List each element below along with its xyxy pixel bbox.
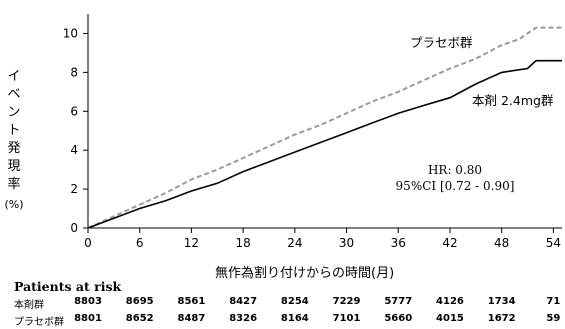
risk-row-label: 本剤群 <box>14 300 44 311</box>
y-axis-label-char: ベ <box>7 87 21 102</box>
risk-row-treatment: 本剤群 8803 8695 8561 8427 8254 7229 5777 4126 1734… <box>0 296 565 312</box>
x-tick-label: 54 <box>546 236 561 250</box>
series-layer <box>87 26 562 229</box>
risk-count: 7101 <box>332 313 361 324</box>
y-axis-label-char: ン <box>7 105 21 120</box>
treatment-line <box>87 59 562 229</box>
y-axis-unit: (%) <box>4 198 24 211</box>
risk-count: 71 <box>546 296 561 307</box>
confidence-interval-label: 95%CI [0.72 - 0.90] <box>396 179 515 193</box>
risk-row-label: プラセボ群 <box>14 317 64 328</box>
risk-count: 8695 <box>125 296 154 307</box>
risk-count: 8254 <box>280 296 309 307</box>
x-axis-label: 無作為割り付けからの時間(月) <box>215 266 395 281</box>
y-axis-label: イベント発現率 (%) <box>3 68 25 214</box>
y-axis-label-char: ト <box>7 123 21 138</box>
y-axis-label-char: イ <box>7 69 21 84</box>
risk-count: 1672 <box>487 313 516 324</box>
risk-count: 1734 <box>487 296 516 307</box>
risk-count: 8803 <box>74 296 102 307</box>
y-tick-label: 0 <box>70 221 78 235</box>
y-tick-label: 4 <box>70 143 78 157</box>
risk-count: 8801 <box>74 313 102 324</box>
y-tick-label: 8 <box>70 65 78 79</box>
risk-count: 4126 <box>436 296 464 307</box>
x-tick-label: 0 <box>84 236 92 250</box>
x-tick-label: 42 <box>442 236 457 250</box>
risk-count: 8164 <box>280 313 309 324</box>
x-tick-label: 36 <box>391 236 406 250</box>
risk-count: 59 <box>546 313 561 324</box>
risk-count: 5777 <box>384 296 413 307</box>
risk-count: 4015 <box>436 313 464 324</box>
x-tick-label: 24 <box>287 236 302 250</box>
risk-count: 8427 <box>229 296 258 307</box>
risk-count: 7229 <box>332 296 361 307</box>
y-tick-label: 2 <box>70 182 78 196</box>
x-tick-label: 18 <box>235 236 250 250</box>
hazard-ratio-label: HR: 0.80 <box>428 163 482 177</box>
x-tick-label: 12 <box>184 236 199 250</box>
y-axis-label-char: 現 <box>7 159 21 174</box>
y-tick-label: 10 <box>63 26 78 40</box>
x-tick-label: 30 <box>339 236 354 250</box>
x-tick-label: 6 <box>136 236 144 250</box>
risk-count: 5660 <box>384 313 413 324</box>
y-tick-label: 6 <box>70 104 78 118</box>
risk-count: 8487 <box>177 313 206 324</box>
risk-count: 8652 <box>125 313 154 324</box>
x-tick-label: 48 <box>494 236 509 250</box>
placebo-line <box>87 26 562 229</box>
risk-table-title: Patients at risk <box>14 279 122 294</box>
y-axis-label-char: 発 <box>7 141 21 156</box>
placebo-series-label: プラセボ群 <box>410 35 473 50</box>
risk-count: 8561 <box>177 296 206 307</box>
y-axis-label-char: 率 <box>7 177 21 192</box>
risk-count: 8326 <box>229 313 258 324</box>
treatment-series-label: 本剤 2.4mg群 <box>472 93 554 108</box>
risk-row-placebo: プラセボ群 8801 8652 8487 8326 8164 7101 5660 4015 16… <box>0 313 565 329</box>
